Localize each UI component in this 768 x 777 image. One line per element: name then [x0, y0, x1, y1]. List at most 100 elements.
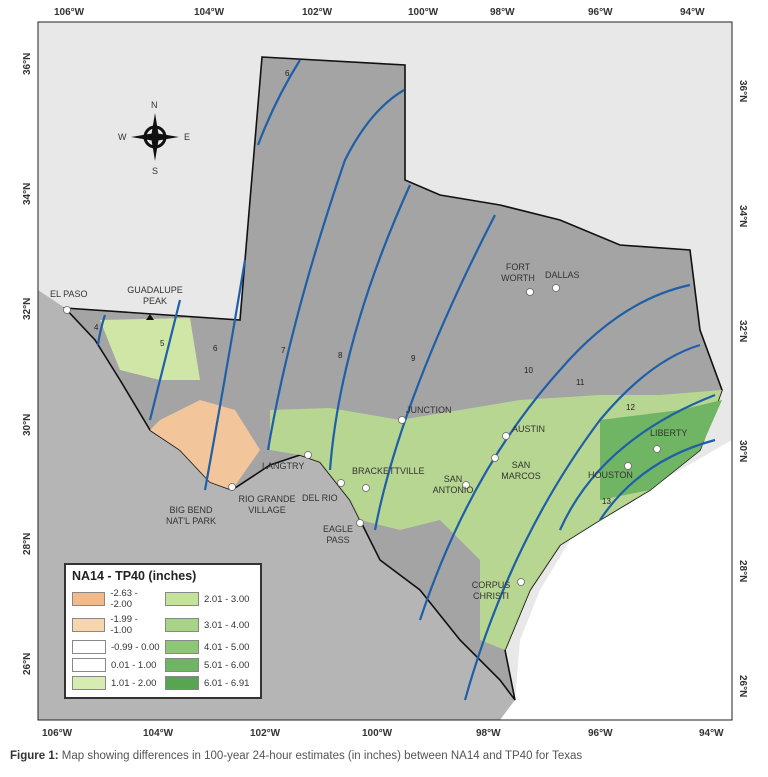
contour-label: 4: [94, 323, 99, 332]
city-label: LANGTRY: [262, 461, 305, 471]
tick-label: 26°N: [737, 675, 748, 697]
contour-label: 12: [626, 403, 635, 412]
city-label: JUNCTION: [406, 405, 452, 415]
legend-swatch: [165, 658, 199, 672]
caption-label: Figure 1:: [10, 750, 59, 762]
city-label: DALLAS: [545, 270, 580, 280]
tick-label: 102°W: [250, 728, 281, 739]
peak-marker-icon: [146, 314, 154, 320]
tick-label: 100°W: [408, 7, 439, 18]
city-label: AUSTIN: [512, 424, 546, 434]
legend-swatch: [72, 676, 106, 690]
tick-label: 106°W: [42, 728, 73, 739]
city-label: HOUSTON: [588, 470, 633, 480]
legend-swatch: [72, 640, 106, 654]
tick-label: 30°N: [737, 440, 748, 462]
legend-item: -2.63 - -2.00: [72, 588, 161, 610]
caption-text: Map showing differences in 100-year 24-h…: [58, 750, 583, 762]
contour-label: 7: [281, 346, 286, 355]
city-markers: [63, 284, 661, 586]
legend-swatch: [165, 676, 199, 690]
latitude-ticks-left: 36°N 34°N 32°N 30°N 28°N 26°N: [22, 53, 33, 675]
legend-label: 5.01 - 6.00: [204, 659, 250, 671]
legend-swatch: [72, 658, 106, 672]
legend-swatch: [165, 592, 199, 606]
contour-labels: 4 5 6 6 7 8 9 10 11 12 13: [94, 69, 635, 506]
contour-label: 13: [602, 497, 611, 506]
compass-e: E: [184, 132, 190, 142]
city-label: SAN MARCOS: [501, 460, 541, 481]
map-legend: NA14 - TP40 (inches) -2.63 - -2.00 2.01 -…: [64, 563, 262, 699]
legend-item: 3.01 - 4.00: [165, 614, 254, 636]
legend-label: -0.99 - 0.00: [111, 641, 160, 653]
legend-label: 2.01 - 3.00: [204, 593, 250, 605]
legend-title: NA14 - TP40 (inches): [72, 569, 197, 583]
map-frame: [37, 21, 733, 721]
tick-label: 94°W: [699, 728, 724, 739]
contour-label: 11: [576, 378, 585, 387]
negative-difference-region: [150, 400, 260, 490]
contour-label: 6: [213, 344, 218, 353]
contour-label: 6: [285, 69, 290, 78]
city-label: DEL RIO: [302, 493, 338, 503]
compass-rose: N S E W: [118, 100, 190, 176]
legend-item: 2.01 - 3.00: [165, 588, 254, 610]
legend-item: -0.99 - 0.00: [72, 640, 161, 654]
city-label: EL PASO: [50, 289, 88, 299]
city-label: EAGLE PASS: [322, 524, 353, 545]
tick-label: 98°W: [490, 7, 515, 18]
longitude-ticks-top: 106°W 104°W 102°W 100°W 98°W 96°W 94°W: [54, 7, 705, 18]
latitude-ticks-right: 36°N 34°N 32°N 30°N 28°N 26°N: [737, 80, 748, 697]
contour-label: 8: [338, 351, 343, 360]
legend-item: 1.01 - 2.00: [72, 676, 161, 690]
legend-item: -1.99 - -1.00: [72, 614, 161, 636]
tick-label: 28°N: [22, 533, 33, 555]
tick-label: 32°N: [22, 298, 33, 320]
legend-label: -2.63 - -2.00: [110, 588, 138, 610]
tick-label: 26°N: [22, 653, 33, 675]
tick-label: 104°W: [194, 7, 225, 18]
legend-item: 6.01 - 6.91: [165, 676, 254, 690]
figure-caption: Figure 1: Map showing differences in 100…: [10, 750, 582, 762]
legend-label: -1.99 - -1.00: [110, 614, 138, 636]
tick-label: 106°W: [54, 7, 85, 18]
tick-label: 36°N: [22, 53, 33, 75]
city-label: BRACKETTVILLE: [352, 466, 425, 476]
compass-w: W: [118, 132, 127, 142]
tick-label: 104°W: [143, 728, 174, 739]
city-label: GUADALUPE PEAK: [127, 285, 183, 306]
contour-label: 9: [411, 354, 416, 363]
compass-s: S: [152, 166, 158, 176]
tick-label: 102°W: [302, 7, 333, 18]
legend-swatch: [72, 592, 106, 606]
city-label: LIBERTY: [650, 428, 688, 438]
tick-label: 36°N: [737, 80, 748, 102]
tick-label: 98°W: [476, 728, 501, 739]
compass-n: N: [151, 100, 158, 110]
city-label: BIG BEND NAT'L PARK: [165, 505, 217, 526]
legend-item: 0.01 - 1.00: [72, 658, 161, 672]
guadalupe-difference-region: [100, 318, 200, 380]
contour-label: 5: [160, 339, 165, 348]
longitude-ticks-bottom: 106°W 104°W 102°W 100°W 98°W 96°W 94°W: [42, 728, 724, 739]
city-label: CORPUS CHRISTI: [471, 580, 511, 601]
legend-item: 4.01 - 5.00: [165, 640, 254, 654]
legend-swatch: [165, 618, 199, 632]
legend-label: 4.01 - 5.00: [204, 641, 250, 653]
legend-items: -2.63 - -2.00 2.01 - 3.00 -1.99 - -1.00 3.0…: [72, 588, 254, 690]
legend-swatch: [165, 640, 199, 654]
contour-lines: [96, 59, 716, 701]
high-difference-region: [600, 400, 722, 500]
tick-label: 94°W: [680, 7, 705, 18]
city-label: RIO GRANDE VILLAGE: [238, 494, 296, 515]
city-label: SAN ANTONIO: [432, 474, 474, 495]
legend-item: 5.01 - 6.00: [165, 658, 254, 672]
legend-label: 0.01 - 1.00: [111, 659, 157, 671]
tick-label: 30°N: [22, 414, 33, 436]
tick-label: 32°N: [737, 320, 748, 342]
contour-label: 10: [524, 366, 533, 375]
legend-swatch: [72, 618, 106, 632]
legend-label: 3.01 - 4.00: [204, 619, 250, 631]
tick-label: 28°N: [737, 560, 748, 582]
tick-label: 96°W: [588, 7, 613, 18]
